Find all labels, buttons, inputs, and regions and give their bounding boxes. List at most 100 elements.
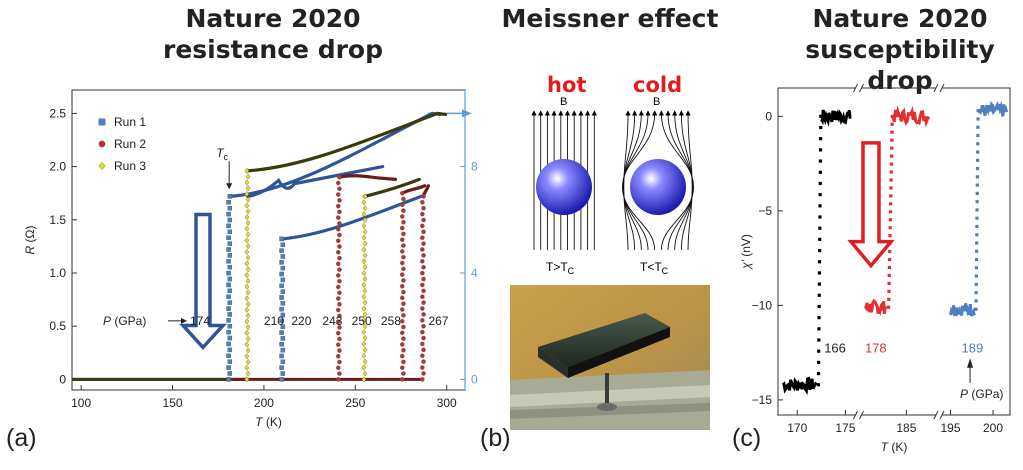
transition-point: [362, 323, 368, 330]
series-trace: [949, 100, 1009, 317]
transition-point: [362, 228, 368, 235]
p-arrow-head: [967, 358, 974, 368]
transition-point: [420, 353, 425, 359]
rise-point: [818, 193, 822, 197]
transition-point: [362, 264, 368, 271]
normal-state-curve: [362, 177, 421, 198]
y-tick-label-a: 1.5: [49, 213, 66, 227]
rise-point: [818, 181, 822, 186]
transition-point: [245, 324, 251, 331]
transition-point: [337, 348, 342, 353]
rise-point: [975, 175, 980, 179]
rise-point: [976, 142, 980, 146]
rise-point: [817, 282, 821, 286]
rise-point: [817, 304, 821, 309]
right-tick-label: 8: [471, 160, 478, 174]
transition-point: [401, 278, 406, 283]
transition-point: [226, 306, 231, 311]
rise-point: [817, 260, 822, 264]
rise-point: [818, 237, 822, 241]
hot-caption: T>TC: [546, 260, 575, 276]
legend-marker: [98, 140, 106, 148]
rise-point: [818, 204, 822, 208]
rise-point: [819, 137, 823, 141]
transition-point: [362, 275, 368, 283]
plot-frame-a: [71, 89, 466, 391]
axis-break-gap: [855, 410, 862, 420]
transition-point: [336, 319, 341, 324]
x-axis-label-a: T (K): [255, 415, 282, 429]
transition-point: [280, 242, 286, 248]
cold-label: cold: [633, 73, 683, 97]
rise-point: [975, 241, 979, 245]
transition-point: [420, 211, 425, 217]
transition-point: [244, 306, 250, 313]
transition-point: [245, 266, 251, 273]
transition-point: [400, 214, 405, 219]
susceptibility-chart: 170 175 185 195 200 0 −5 −10 −15 T (K) χ′ (nV) 166 1…: [739, 83, 1011, 454]
rise-point: [887, 273, 891, 278]
transition-point: [337, 278, 342, 284]
y-axis-label-c: χ′ (nV): [739, 234, 753, 270]
resistance-drop-arrow: [179, 212, 227, 351]
x-tick-label-c: 175: [835, 421, 855, 435]
transition-point: [401, 266, 406, 272]
y-tick-label-c: −10: [752, 298, 773, 312]
pressure-axis-label: P (GPa): [103, 314, 146, 328]
transition-point: [279, 330, 284, 335]
meissner-diagram: B B T>TC T<TC: [531, 96, 694, 276]
rise-point: [889, 154, 894, 158]
axis-break-mark: [933, 83, 939, 93]
legend-label: Run 1: [114, 115, 146, 129]
transition-point: [362, 311, 368, 318]
panel-label-a: (a): [6, 424, 37, 452]
transition-point: [401, 324, 406, 330]
transition-point: [361, 281, 367, 288]
transition-point: [362, 287, 368, 294]
transition-point: [279, 236, 284, 242]
normal-state-curve: [245, 111, 448, 173]
transition-point: [227, 312, 233, 317]
transition-point: [226, 259, 231, 264]
transition-point: [244, 190, 250, 198]
transition-point: [336, 296, 341, 301]
transition-point: [244, 283, 250, 290]
rise-point: [887, 257, 892, 262]
transition-point: [337, 221, 342, 226]
transition-point: [244, 330, 250, 337]
transition-point: [279, 283, 284, 288]
rise-point: [976, 117, 980, 121]
x-tick-label-c: 170: [787, 421, 807, 435]
transition-point: [361, 293, 367, 300]
y-tick-label-a: 2.0: [49, 160, 66, 174]
transition-point: [227, 194, 233, 199]
pressure-label: 243: [322, 314, 342, 328]
rise-point: [890, 138, 894, 142]
transition-point: [337, 290, 342, 295]
series-trace: [863, 105, 930, 316]
rise-point: [817, 349, 821, 353]
transition-point: [336, 261, 341, 267]
transition-point: [226, 353, 231, 359]
transition-point: [336, 250, 341, 255]
transition-point: [244, 295, 250, 302]
right-tick-label: 4: [471, 266, 478, 280]
transition-point: [244, 202, 250, 209]
right-axis-pointer-head: [462, 109, 472, 118]
transition-point: [227, 205, 233, 211]
rise-point: [819, 114, 823, 118]
transition-point: [401, 301, 406, 306]
transition-point: [336, 215, 341, 220]
transition-point: [420, 306, 425, 311]
rise-point: [974, 266, 979, 270]
transition-point: [280, 254, 286, 259]
rise-point: [818, 148, 823, 152]
transition-point: [245, 185, 251, 192]
pressure-arrow-head: [181, 317, 187, 324]
transition-point: [361, 222, 367, 229]
transition-point: [245, 173, 251, 180]
transition-point: [244, 248, 250, 255]
transition-point: [361, 246, 367, 253]
transition-point: [279, 295, 284, 300]
transition-point: [400, 377, 405, 382]
